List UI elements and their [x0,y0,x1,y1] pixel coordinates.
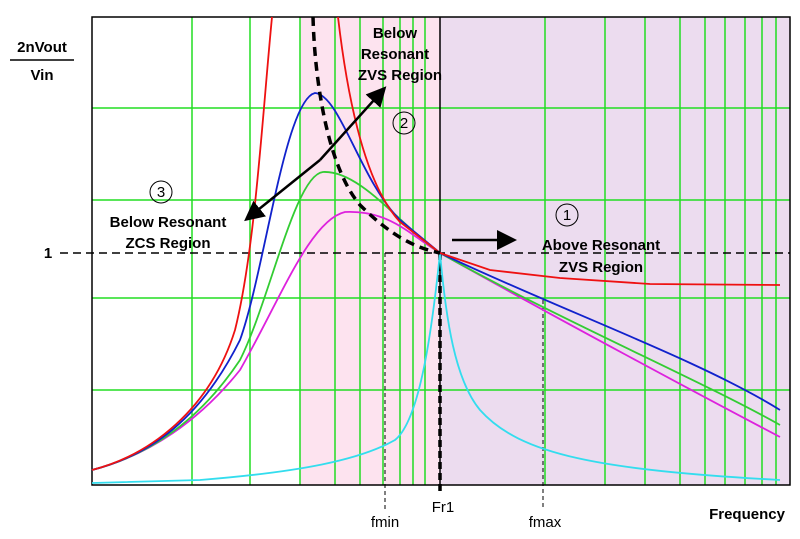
arrow-zcs [244,159,321,222]
region-label: Resonant [361,46,429,63]
curve-green [91,171,781,471]
arrow-zvs-below [319,86,387,161]
below-zvs-region [300,17,440,485]
fr1-label: Fr1 [432,499,455,516]
region-label: Above Resonant [542,237,660,254]
region-label: Below Resonant [110,214,227,231]
region-badge [392,111,416,135]
region-badge [555,203,579,227]
curve-blue [91,92,781,471]
region-number: 3 [157,184,165,201]
x-label: Frequency [709,506,786,523]
curve-red-left [91,16,273,471]
curve-magenta [91,211,781,471]
above-zvs-region [440,17,790,485]
region-label: ZVS Region [559,259,643,276]
region-label: ZVS Region [358,67,442,84]
boundary-curve [311,16,441,255]
region-label: Below [373,25,418,42]
region-number: 2 [400,115,408,132]
fmax-label: fmax [529,514,562,531]
y-label-top: 2nVout [17,39,67,56]
y-one: 1 [44,245,52,262]
region-number: 1 [563,207,571,224]
y-label-bottom: Vin [30,67,53,84]
region-badge [149,180,173,204]
region-label: ZCS Region [126,235,211,252]
fmin-label: fmin [371,514,399,531]
curve-red-right [337,16,781,286]
